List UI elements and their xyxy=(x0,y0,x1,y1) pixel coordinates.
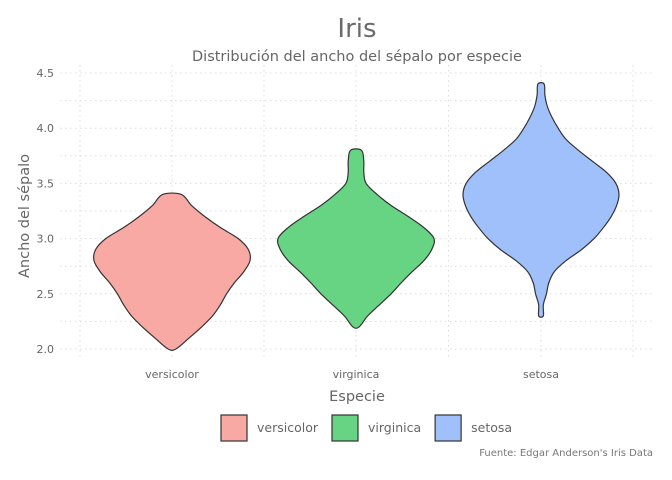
x-tick-label: versicolor xyxy=(145,368,199,381)
legend-item-setosa: setosa xyxy=(434,414,512,442)
legend-label: virginica xyxy=(368,420,421,435)
legend-item-virginica: virginica xyxy=(331,414,421,442)
violins xyxy=(93,82,620,351)
x-axis-title: Especie xyxy=(329,389,385,405)
legend-label: versicolor xyxy=(257,420,319,435)
x-tick-label: setosa xyxy=(523,368,559,381)
y-tick-label: 3.5 xyxy=(37,177,55,190)
y-tick-label: 2.5 xyxy=(37,288,55,301)
chart-caption: Fuente: Edgar Anderson's Iris Data xyxy=(479,448,653,459)
legend-swatch xyxy=(331,414,359,442)
chart-title: Iris xyxy=(337,14,376,44)
legend-swatch xyxy=(220,414,248,442)
y-axis-ticks: 2.0 2.5 3.0 3.5 4.0 4.5 xyxy=(37,67,55,356)
legend-swatch xyxy=(434,414,462,442)
violin-setosa xyxy=(462,82,620,318)
violin-virginica xyxy=(276,148,436,329)
y-tick-label: 3.0 xyxy=(37,233,55,246)
legend-item-versicolor: versicolor xyxy=(220,414,319,442)
legend: versicolor virginica setosa xyxy=(220,414,512,442)
y-axis-title: Ancho del sépalo xyxy=(17,154,33,278)
x-tick-label: virginica xyxy=(333,368,380,381)
y-tick-label: 2.0 xyxy=(37,343,55,356)
legend-label: setosa xyxy=(471,420,512,435)
y-tick-label: 4.5 xyxy=(37,67,55,80)
y-tick-label: 4.0 xyxy=(37,122,55,135)
x-axis-ticks: versicolor virginica setosa xyxy=(145,368,559,381)
chart-subtitle: Distribución del ancho del sépalo por es… xyxy=(192,49,522,65)
violin-versicolor xyxy=(93,192,251,351)
